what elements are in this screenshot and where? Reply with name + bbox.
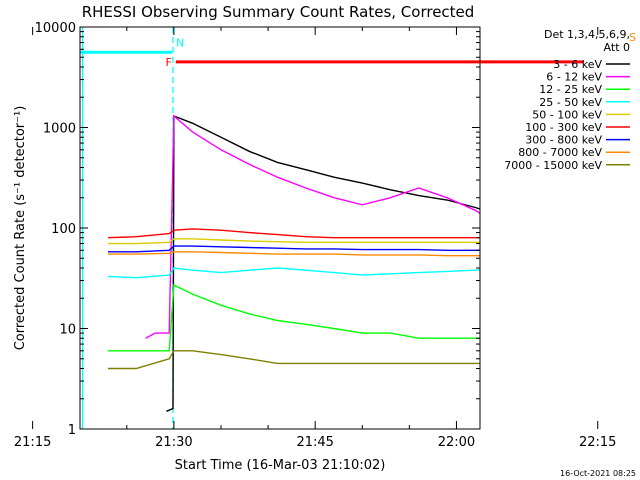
legend-label: 300 - 800 keV: [525, 134, 602, 147]
series-line-8: [108, 350, 480, 370]
y-tick-label: 1000: [43, 122, 76, 137]
legend-label: 800 - 7000 keV: [518, 146, 602, 159]
legend-label: 7000 - 15000 keV: [504, 159, 602, 172]
series-line-0: [166, 114, 480, 412]
flag-label-F: F: [165, 56, 171, 69]
y-tick-label: 10: [59, 323, 76, 338]
x-tick-label: 22:00: [438, 435, 475, 450]
legend-label: 12 - 25 keV: [539, 83, 602, 96]
series-line-4: [108, 238, 480, 245]
series-line-5: [107, 228, 480, 239]
series-line-1: [145, 114, 480, 339]
legend-header-line-1: Det 1,3,4,5,6,9,: [544, 28, 630, 41]
legend-label: 100 - 300 keV: [525, 121, 602, 134]
y-tick-label: 1: [68, 423, 76, 438]
legend-header-line-2: Att 0: [604, 41, 630, 54]
x-axis-label: Start Time (16-Mar-03 21:10:02): [175, 458, 386, 473]
plot-frame: [79, 26, 481, 430]
plot-area: NF S: [80, 27, 636, 429]
flag-label-N: N: [176, 36, 184, 49]
x-tick-label: 21:45: [296, 435, 333, 450]
y-tick-label: 10000: [35, 21, 76, 36]
series-line-6: [108, 245, 480, 253]
x-tick-label: 21:15: [14, 435, 51, 450]
y-tick-label: 100: [51, 222, 76, 237]
series-line-3: [107, 267, 480, 279]
series-line-7: [108, 251, 480, 257]
flag-label-S: S: [629, 31, 636, 44]
legend-label: 50 - 100 keV: [532, 108, 602, 121]
x-tick-label: 21:30: [155, 435, 192, 450]
x-tick-label: 22:15: [579, 435, 616, 450]
footer-timestamp: 16-Oct-2021 08:25: [560, 469, 636, 478]
y-axis-label: Corrected Count Rate (s⁻¹ detector⁻¹): [13, 106, 28, 351]
chart-title: RHESSI Observing Summary Count Rates, Co…: [82, 3, 475, 21]
legend-label: 25 - 50 keV: [539, 96, 602, 109]
legend-label: 6 - 12 keV: [546, 71, 602, 84]
series-line-2: [108, 284, 480, 352]
y-axis: 1 10 100 1000 10000: [35, 21, 480, 438]
legend-label: 3 - 6 keV: [553, 58, 602, 71]
